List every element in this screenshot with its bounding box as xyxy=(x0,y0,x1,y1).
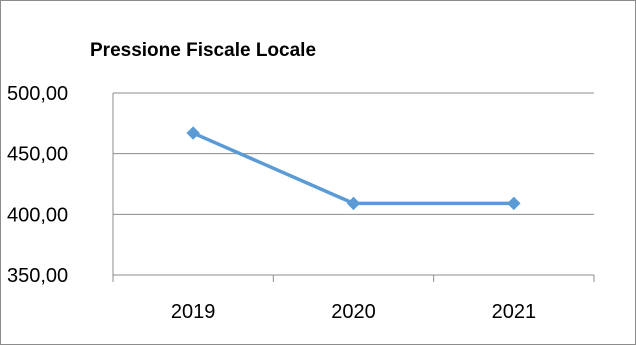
y-tick-label: 350,00 xyxy=(7,265,68,287)
data-point-marker xyxy=(507,196,521,211)
series-line xyxy=(191,131,516,206)
data-point-marker xyxy=(186,126,200,140)
axes xyxy=(112,93,595,282)
chart-title: Pressione Fiscale Locale xyxy=(90,40,316,61)
gridlines xyxy=(113,92,594,276)
y-tick-label: 500,00 xyxy=(7,83,68,105)
data-point-marker xyxy=(346,196,361,211)
x-tick-label: 2021 xyxy=(492,301,537,323)
y-axis-labels: 350,00 400,00 450,00 500,00 xyxy=(7,83,68,287)
y-tick-label: 450,00 xyxy=(7,144,68,166)
x-tick-label: 2019 xyxy=(171,301,216,323)
x-axis-labels: 2019 2020 2021 xyxy=(171,301,536,323)
y-tick-label: 400,00 xyxy=(7,204,68,226)
x-tick-label: 2020 xyxy=(331,301,376,323)
series-group xyxy=(186,126,521,211)
